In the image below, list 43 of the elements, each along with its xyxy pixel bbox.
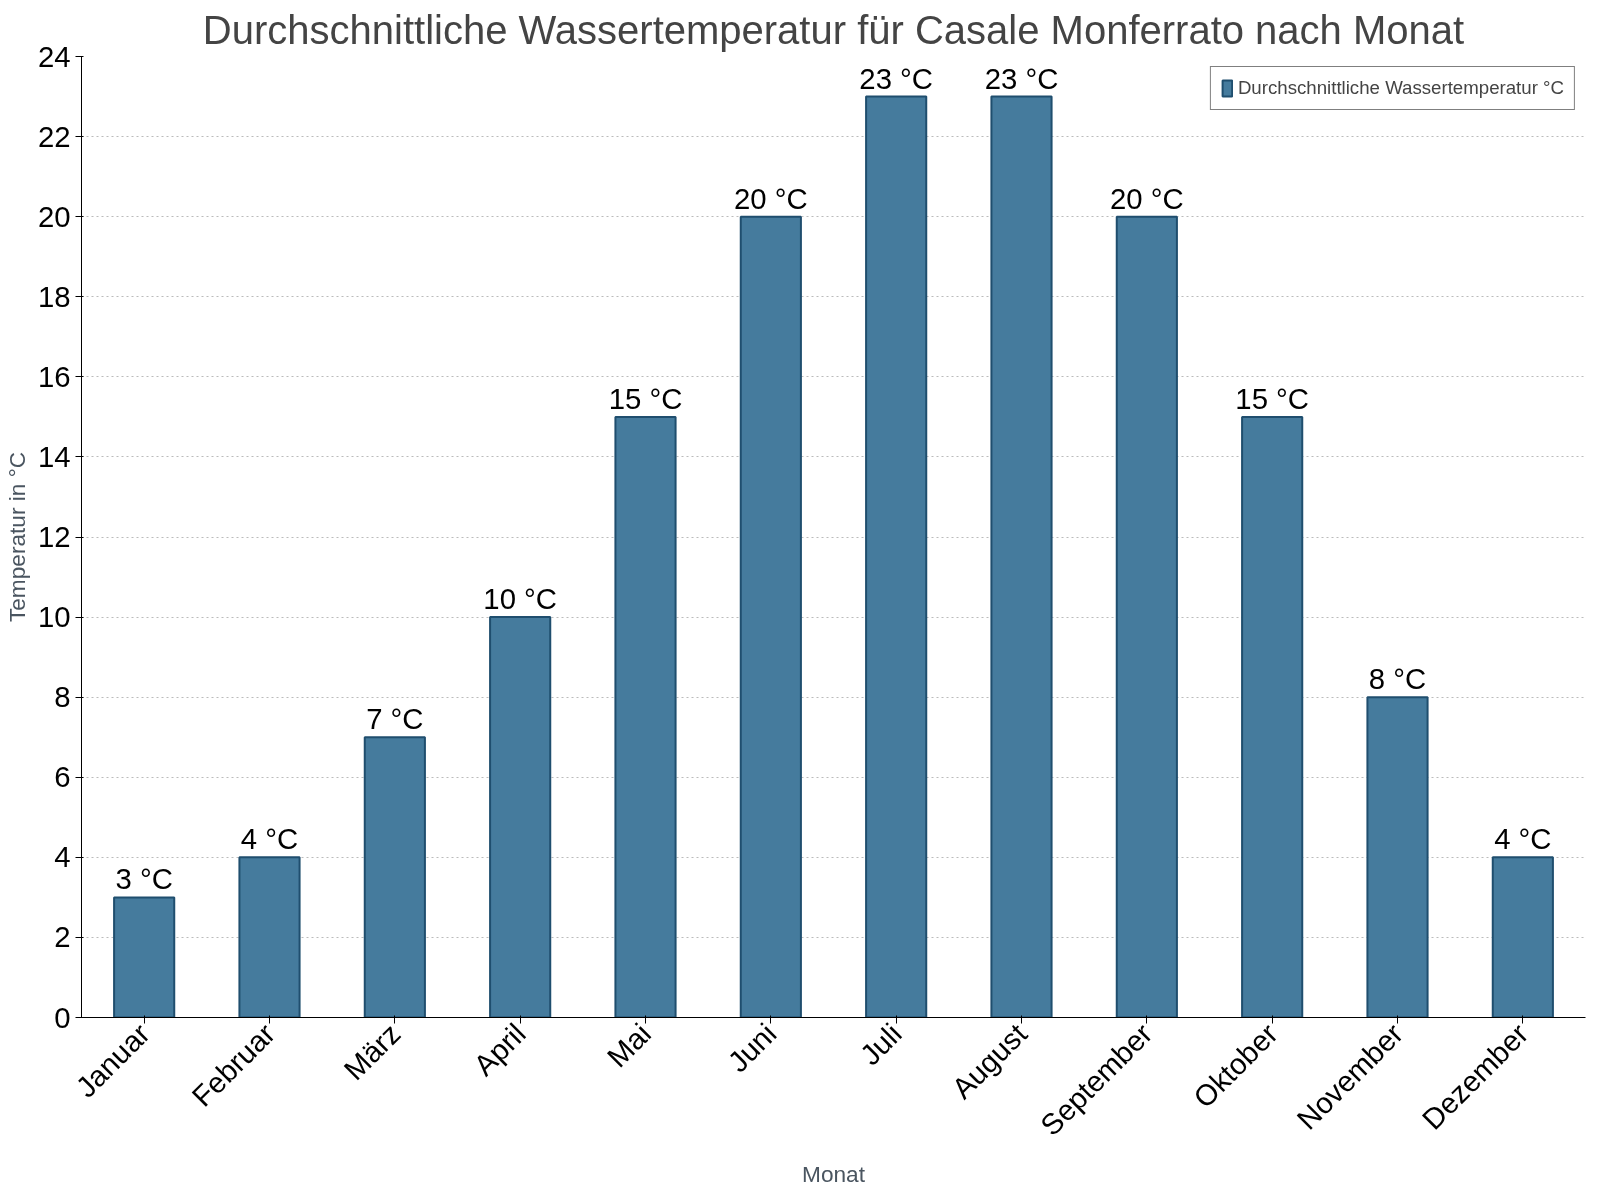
y-tick-label: 8 <box>54 680 71 714</box>
y-tick-label: 6 <box>54 760 71 794</box>
bar <box>1241 415 1304 1018</box>
x-tick-label: Juli <box>853 1016 908 1072</box>
bar <box>614 415 677 1018</box>
data-label: 23 °C <box>984 61 1059 95</box>
y-axis-title: Temperatur in °C <box>3 451 30 623</box>
bar <box>739 215 802 1018</box>
bar <box>1366 696 1429 1018</box>
y-tick-label: 0 <box>54 1000 71 1034</box>
data-label: 4 °C <box>1494 822 1552 856</box>
bar <box>489 616 552 1018</box>
data-label: 8 °C <box>1368 662 1427 696</box>
y-tick-label: 20 <box>37 199 71 233</box>
y-tick-label: 2 <box>54 920 71 954</box>
y-tick-label: 16 <box>37 359 71 393</box>
bar <box>363 736 426 1018</box>
y-tick-label: 12 <box>37 520 71 553</box>
y-tick-label: 10 <box>37 600 71 634</box>
data-label: 15 °C <box>1235 381 1310 415</box>
bar <box>238 856 301 1018</box>
bar <box>1491 856 1554 1018</box>
bar <box>865 95 928 1018</box>
data-label: 3 °C <box>115 862 173 896</box>
y-tick-label: 4 <box>54 840 71 874</box>
bar <box>1115 215 1178 1018</box>
data-label: 4 °C <box>240 822 299 856</box>
bar <box>990 95 1053 1018</box>
data-label: 20 °C <box>1109 181 1184 215</box>
x-tick-label: Mai <box>600 1016 658 1074</box>
y-tick-label: 14 <box>37 439 71 473</box>
data-label: 20 °C <box>733 181 808 215</box>
data-label: 10 °C <box>483 582 558 616</box>
y-tick-label: 24 <box>37 39 71 73</box>
bar <box>113 896 176 1018</box>
y-tick-label: 18 <box>37 279 71 313</box>
x-axis-title: Monat <box>802 1161 866 1188</box>
data-label: 23 °C <box>859 61 934 95</box>
data-label: 15 °C <box>608 381 683 415</box>
legend-label: Durchschnittliche Wassertemperatur °C <box>1237 77 1564 99</box>
data-label: 7 °C <box>366 702 424 736</box>
chart-title: Durchschnittliche Wassertemperatur für Casale Monferrato nach Monat <box>202 7 1465 52</box>
y-tick-label: 22 <box>37 119 71 153</box>
